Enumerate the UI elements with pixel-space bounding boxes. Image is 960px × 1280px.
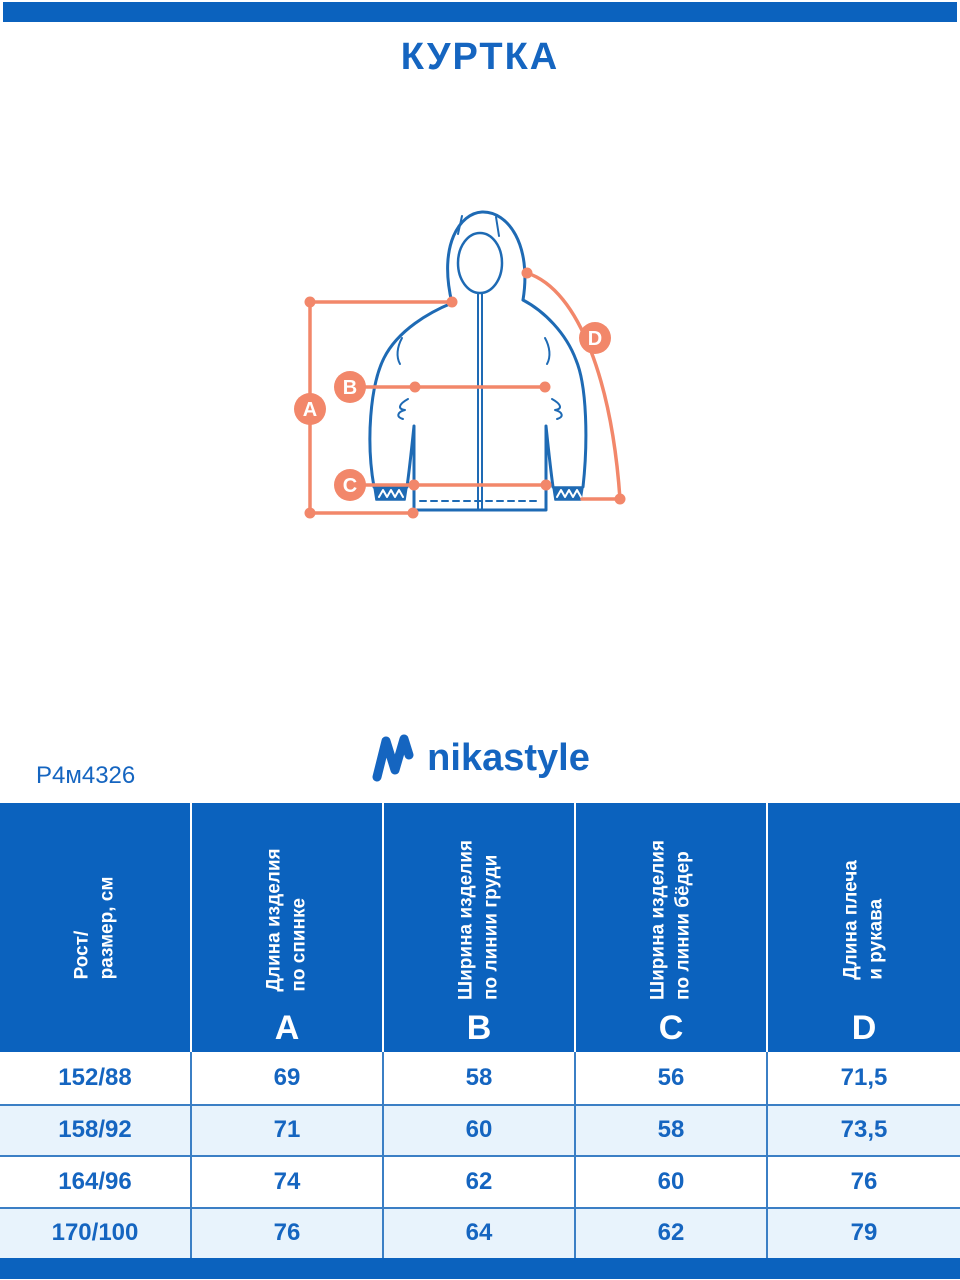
size-cell: 158/92 — [0, 1103, 192, 1155]
label-d-badge — [579, 322, 611, 354]
size-table-body: 152/88 69 58 56 71,5 158/92 71 60 58 73,5 164/96 74… — [0, 1052, 960, 1258]
brand-logo: nikastyle — [0, 732, 960, 784]
jacket-hood-outer — [446, 210, 527, 305]
jacket-left-pocket — [397, 398, 409, 420]
label-c-text: C — [343, 475, 357, 497]
jacket-measurement-diagram: A B C D — [280, 190, 680, 530]
jacket-left-sleeve — [368, 301, 454, 489]
header-cell-D: Длина плеча и рукава D — [768, 803, 960, 1052]
header-letter: B — [466, 1009, 492, 1047]
product-code: Р4м4326 — [36, 762, 136, 789]
header-label: Ширина изделия по линии груди — [455, 840, 501, 1001]
table-row: 170/100 76 64 62 79 — [0, 1206, 960, 1258]
jacket-diagram-svg: A B C D — [294, 210, 626, 519]
value-cell: 71,5 — [768, 1052, 960, 1104]
label-a-text: A — [303, 399, 317, 421]
value-cell: 62 — [576, 1206, 768, 1258]
header-cell-A: Длина изделия по спинке A — [192, 803, 384, 1052]
header-cell-C: Ширина изделия по линии бёдер C — [576, 803, 768, 1052]
header-label: Рост/ размер, см — [71, 876, 117, 979]
table-row: 152/88 69 58 56 71,5 — [0, 1052, 960, 1104]
header-cell-size: Рост/ размер, см — [0, 803, 192, 1052]
value-cell: 60 — [576, 1155, 768, 1207]
jacket-right-cuff-ribbing — [556, 489, 582, 498]
header-label: Ширина изделия по линии бёдер — [647, 840, 693, 1001]
label-c-badge — [334, 469, 366, 501]
jacket-hood-seams — [457, 215, 500, 237]
size-cell: 164/96 — [0, 1155, 192, 1207]
size-table: Рост/ размер, см Длина изделия по спинке A… — [0, 803, 960, 1258]
jacket-zipper — [477, 293, 483, 511]
value-cell: 69 — [192, 1052, 384, 1104]
jacket-left-cuff-ribbing — [378, 489, 404, 498]
jacket-right-pocket — [551, 398, 563, 420]
size-table-header: Рост/ размер, см Длина изделия по спинке A… — [0, 803, 960, 1052]
value-cell: 62 — [384, 1155, 576, 1207]
brand-logo-icon — [372, 734, 414, 782]
jacket-outline — [368, 210, 588, 512]
value-cell: 74 — [192, 1155, 384, 1207]
value-cell: 60 — [384, 1103, 576, 1155]
value-cell: 76 — [192, 1206, 384, 1258]
value-cell: 76 — [768, 1155, 960, 1207]
header-cell-B: Ширина изделия по линии груди B — [384, 803, 576, 1052]
measurement-labels: A B C D — [294, 322, 611, 501]
size-cell: 152/88 — [0, 1052, 192, 1104]
value-cell: 58 — [384, 1052, 576, 1104]
label-b-badge — [334, 371, 366, 403]
jacket-left-seam-mark — [396, 337, 403, 365]
measurement-dots — [304, 267, 626, 519]
header-label: Длина плеча и рукава — [840, 860, 886, 980]
label-b-text: B — [343, 377, 357, 399]
header-letter: A — [274, 1009, 300, 1047]
value-cell: 73,5 — [768, 1103, 960, 1155]
value-cell: 64 — [384, 1206, 576, 1258]
table-row: 164/96 74 62 60 76 — [0, 1155, 960, 1207]
header-label: Длина изделия по спинке — [263, 848, 309, 992]
jacket-right-seam-mark — [544, 337, 551, 365]
label-d-text: D — [588, 328, 602, 350]
top-accent-bar — [3, 2, 957, 22]
page-title: КУРТКА — [400, 36, 560, 78]
size-cell: 170/100 — [0, 1206, 192, 1258]
brand-name: nikastyle — [427, 736, 590, 779]
label-a-badge — [294, 393, 326, 425]
value-cell: 79 — [768, 1206, 960, 1258]
header-letter: D — [851, 1009, 877, 1047]
value-cell: 71 — [192, 1103, 384, 1155]
value-cell: 56 — [576, 1052, 768, 1104]
table-row: 158/92 71 60 58 73,5 — [0, 1103, 960, 1155]
header-letter: C — [658, 1009, 684, 1047]
jacket-right-sleeve — [521, 298, 588, 489]
value-cell: 58 — [576, 1103, 768, 1155]
jacket-body — [405, 424, 555, 512]
jacket-hood-opening — [456, 231, 504, 295]
measure-a-lines — [308, 300, 454, 515]
bottom-accent-bar — [0, 1258, 960, 1279]
